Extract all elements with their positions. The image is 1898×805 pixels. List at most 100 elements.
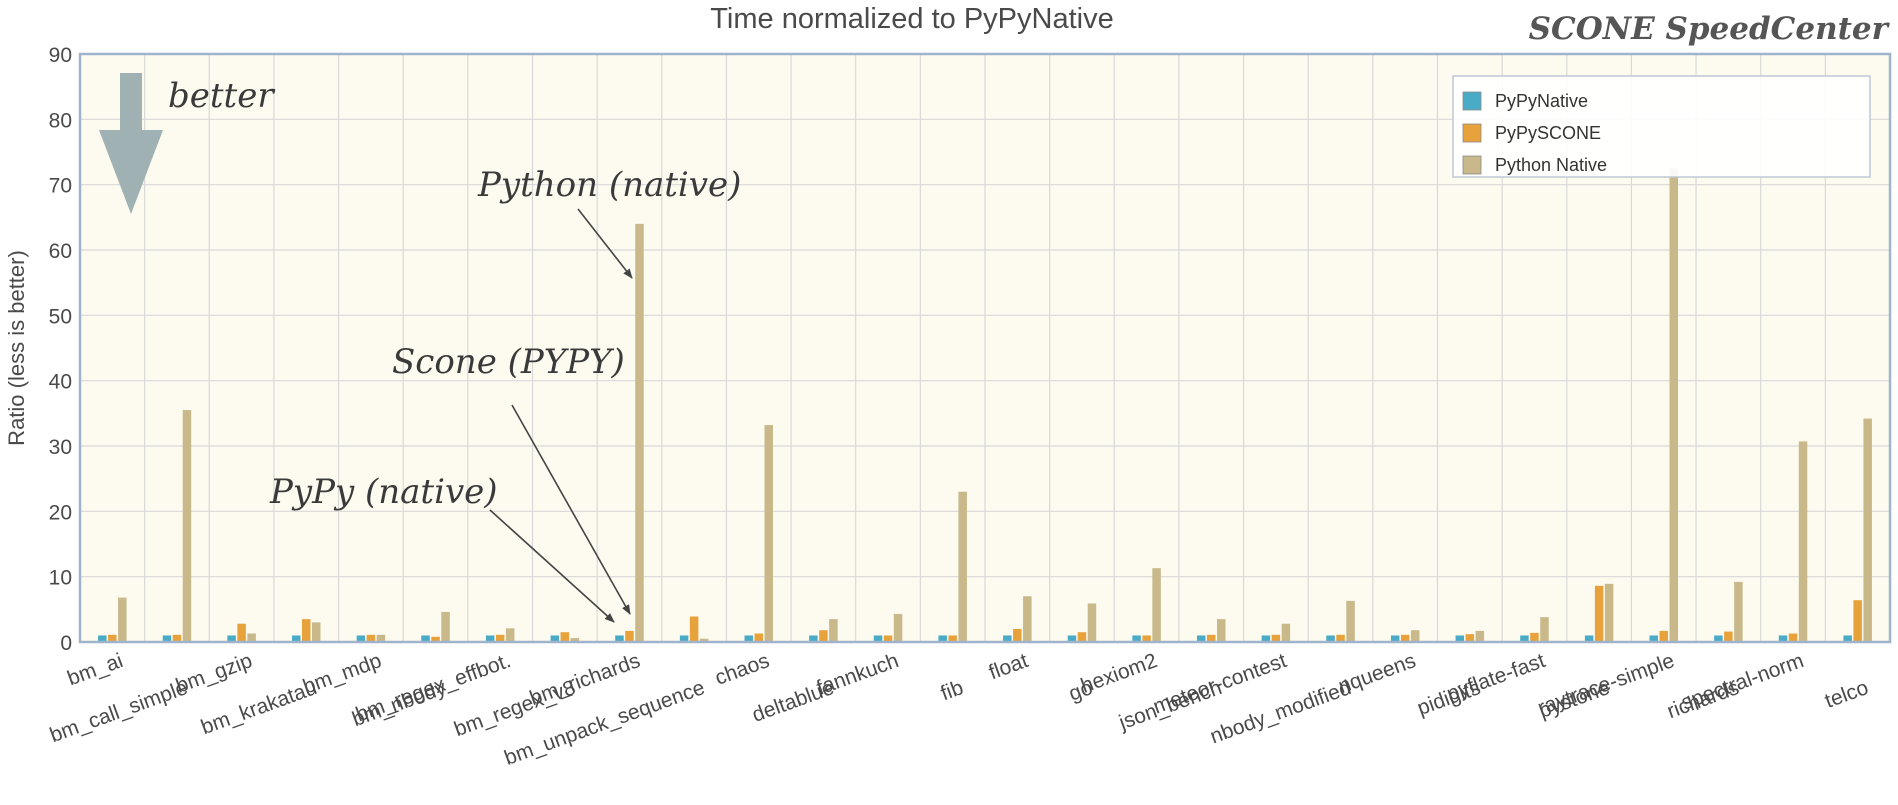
x-tick-label: chaos: [712, 649, 773, 690]
legend: PyPyNative PyPySCONE Python Native: [1452, 75, 1871, 178]
y-tick-label: 90: [49, 44, 72, 67]
x-tick-label: hexiom2: [1078, 649, 1160, 698]
bar: [1798, 441, 1808, 642]
x-tick-label: bm_mdp: [300, 649, 385, 699]
bar: [247, 633, 256, 642]
y-tick-label: 40: [49, 371, 72, 394]
bar: [1023, 596, 1032, 642]
bar: [1013, 628, 1022, 642]
bar: [162, 635, 172, 642]
bar: [118, 597, 127, 642]
x-tick-label: bm_richards: [527, 649, 643, 710]
x-tick-label: fib: [938, 676, 967, 705]
bar: [615, 635, 624, 642]
bar: [679, 635, 689, 642]
bar: [1326, 635, 1335, 642]
bar: [1132, 635, 1141, 642]
x-tick-label: bm_krakatau: [198, 676, 320, 739]
x-tick-label: telco: [1822, 676, 1872, 713]
bar: [1336, 634, 1345, 642]
bar: [809, 635, 818, 642]
bar: [237, 623, 246, 642]
bar: [1475, 630, 1485, 642]
y-tick-label: 10: [49, 567, 72, 590]
bar: [431, 636, 440, 642]
y-tick-label: 20: [49, 501, 72, 524]
x-tick-label: bm_gzip: [173, 649, 255, 698]
bar: [1788, 633, 1798, 642]
bar: [1853, 600, 1862, 642]
bar: [1778, 635, 1788, 642]
bar: [312, 622, 321, 642]
bar: [1540, 617, 1549, 642]
brand-label: SCONE SpeedCenter: [1529, 11, 1891, 47]
annotation-python-native: Python (native): [477, 165, 741, 205]
bar: [98, 635, 107, 642]
bar: [1003, 635, 1012, 642]
x-tick-label: bm_ai: [64, 649, 126, 690]
annotation-pypy-native: PyPy (native): [269, 472, 498, 512]
x-ticks: bm_aibm_call_simplebm_gzipbm_krakataubm_…: [47, 649, 1872, 770]
bar: [1197, 635, 1206, 642]
bar: [227, 635, 236, 642]
bar: [1669, 168, 1678, 642]
legend-box: [1452, 75, 1871, 178]
bar: [1281, 623, 1291, 642]
bar: [958, 491, 967, 642]
bar: [302, 619, 311, 642]
legend-label: Python Native: [1495, 155, 1607, 175]
bar: [1400, 634, 1410, 642]
bar: [1077, 632, 1087, 642]
bar: [376, 634, 386, 642]
y-tick-label: 0: [60, 632, 72, 655]
y-axis-label: Ratio (less is better): [4, 250, 29, 446]
bar: [1067, 635, 1077, 642]
bar: [873, 635, 883, 642]
y-tick-label: 30: [49, 436, 72, 459]
x-tick-label: float: [986, 649, 1031, 684]
bar: [366, 634, 376, 642]
bar: [754, 633, 763, 642]
bar: [1659, 630, 1668, 642]
x-tick-label: bm_call_simple: [47, 676, 191, 747]
y-tick-label: 80: [49, 109, 72, 132]
bar: [1390, 635, 1400, 642]
bar: [699, 638, 709, 642]
bar: [182, 410, 192, 642]
bar: [570, 638, 580, 642]
y-tick-label: 50: [49, 305, 72, 328]
bar: [744, 635, 753, 642]
x-tick-label: raytrace-simple: [1535, 649, 1678, 720]
bar: [485, 635, 495, 642]
bar: [1530, 632, 1539, 642]
x-tick-label: pyflate-fast: [1444, 649, 1549, 706]
bar: [1261, 635, 1271, 642]
legend-label: PyPyNative: [1495, 91, 1588, 111]
annotation-scone-pypy-arrow: [511, 404, 631, 615]
bar: [1346, 600, 1355, 642]
bar: [764, 425, 773, 642]
bar: [948, 635, 957, 642]
legend-swatch: [1462, 91, 1482, 111]
bar: [1207, 634, 1216, 642]
annotation-pypy-native-arrow: [489, 509, 615, 623]
bar: [505, 628, 515, 642]
bar: [356, 635, 366, 642]
bar: [550, 635, 560, 642]
bar: [938, 635, 947, 642]
bar: [1142, 635, 1151, 642]
legend-label: PyPySCONE: [1495, 123, 1601, 143]
bar: [1087, 603, 1097, 642]
y-tick-label: 70: [49, 175, 72, 198]
bar: [1863, 418, 1872, 642]
bar: [172, 634, 182, 642]
bar: [883, 635, 893, 642]
bar: [819, 630, 828, 642]
bar: [1649, 635, 1658, 642]
bar: [1520, 635, 1529, 642]
bar: [421, 635, 430, 642]
legend-swatch: [1462, 123, 1482, 143]
bar: [1410, 630, 1420, 642]
